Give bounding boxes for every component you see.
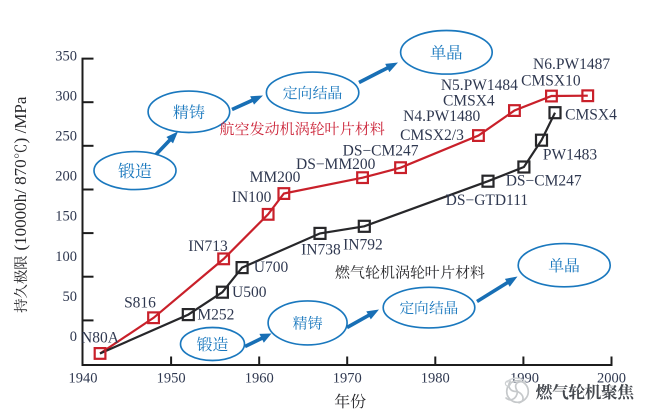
svg-text:S816: S816 bbox=[124, 294, 156, 311]
svg-text:N6.PW1487: N6.PW1487 bbox=[533, 56, 610, 73]
svg-text:150: 150 bbox=[55, 209, 77, 225]
svg-text:IN738: IN738 bbox=[301, 242, 341, 259]
svg-text:(10000h/ 870: (10000h/ 870 bbox=[11, 159, 30, 250]
svg-text:50: 50 bbox=[63, 289, 78, 305]
svg-text:200: 200 bbox=[55, 169, 77, 185]
svg-text:CMSX4: CMSX4 bbox=[443, 92, 495, 109]
svg-text:PW1483: PW1483 bbox=[543, 146, 598, 163]
svg-text:250: 250 bbox=[55, 129, 77, 145]
svg-text:IN713: IN713 bbox=[188, 238, 228, 255]
svg-text:1940: 1940 bbox=[69, 371, 98, 387]
svg-text:CMSX2/3: CMSX2/3 bbox=[400, 127, 464, 144]
svg-text:CMSX4: CMSX4 bbox=[565, 106, 617, 123]
svg-text:DS−CM247: DS−CM247 bbox=[506, 173, 582, 190]
svg-text:2000: 2000 bbox=[597, 371, 626, 387]
svg-text:U500: U500 bbox=[232, 284, 267, 301]
svg-text:1950: 1950 bbox=[157, 371, 186, 387]
svg-text:1960: 1960 bbox=[245, 371, 274, 387]
svg-text:N4.PW1480: N4.PW1480 bbox=[403, 108, 480, 125]
svg-text:350: 350 bbox=[55, 48, 77, 64]
svg-text:N5.PW1484: N5.PW1484 bbox=[441, 77, 518, 94]
svg-text:IN100: IN100 bbox=[232, 189, 272, 206]
svg-text:MM200: MM200 bbox=[250, 169, 301, 186]
svg-text:CMSX10: CMSX10 bbox=[521, 72, 581, 89]
svg-text:IN792: IN792 bbox=[343, 237, 383, 254]
svg-text:N80A: N80A bbox=[81, 329, 120, 346]
svg-text:U700: U700 bbox=[254, 259, 289, 276]
svg-text:DS−GTD111: DS−GTD111 bbox=[446, 192, 529, 209]
svg-text:DS−CM247: DS−CM247 bbox=[343, 142, 419, 159]
svg-text:1970: 1970 bbox=[333, 371, 362, 387]
svg-text:DS−MM200: DS−MM200 bbox=[296, 156, 376, 173]
svg-text:M252: M252 bbox=[197, 307, 234, 324]
svg-text:0: 0 bbox=[70, 329, 77, 345]
svg-text:) /MPa: ) /MPa bbox=[11, 96, 30, 143]
svg-text:100: 100 bbox=[55, 249, 77, 265]
svg-text:300: 300 bbox=[55, 88, 77, 104]
svg-text:1980: 1980 bbox=[421, 371, 450, 387]
